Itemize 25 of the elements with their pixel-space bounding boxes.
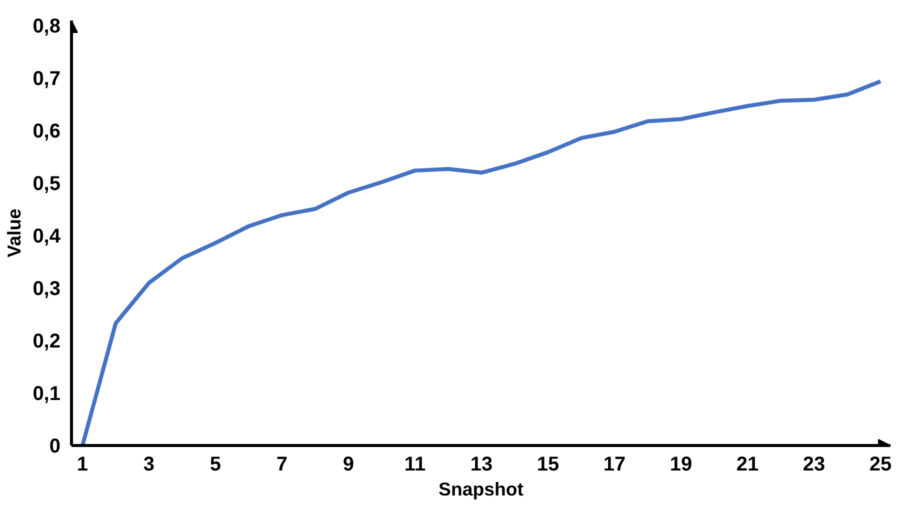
x-tick-label: 9 bbox=[342, 454, 354, 476]
y-tick-label: 0 bbox=[49, 436, 60, 458]
y-tick-label: 0,6 bbox=[32, 120, 61, 143]
x-axis-title: Snapshot bbox=[438, 478, 524, 500]
x-tick-label: 11 bbox=[404, 454, 426, 476]
x-tick-label: 17 bbox=[603, 454, 626, 476]
x-tick-label: 21 bbox=[736, 454, 759, 476]
y-tick-label: 0,7 bbox=[32, 68, 61, 90]
y-tick-label: 0,4 bbox=[32, 226, 62, 248]
x-tick-label: 1 bbox=[76, 454, 88, 476]
x-tick-label: 15 bbox=[536, 454, 560, 476]
x-tick-label: 23 bbox=[802, 454, 826, 476]
x-tick-label: 3 bbox=[143, 454, 155, 476]
y-tick-label: 0,2 bbox=[32, 330, 61, 353]
y-tick-label: 0,3 bbox=[32, 278, 61, 300]
line-series bbox=[80, 79, 883, 446]
y-tick-label: 0,8 bbox=[32, 16, 61, 38]
x-tick-label: 7 bbox=[276, 454, 288, 476]
y-tick-label: 0,5 bbox=[32, 173, 61, 196]
x-tick-label: 25 bbox=[869, 454, 892, 476]
y-axis-title: Value bbox=[4, 208, 25, 258]
x-tick-label: 19 bbox=[670, 454, 692, 476]
x-tick-label: 5 bbox=[210, 454, 222, 476]
x-tick-label: 13 bbox=[470, 454, 493, 476]
y-tick-label: 0,1 bbox=[32, 383, 61, 406]
